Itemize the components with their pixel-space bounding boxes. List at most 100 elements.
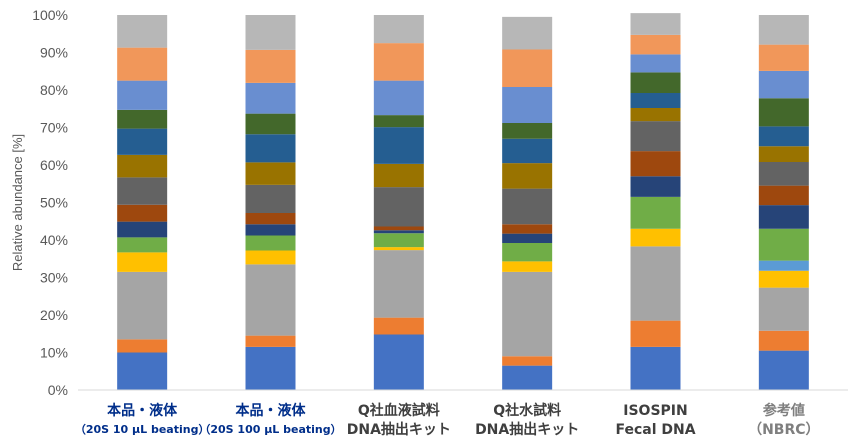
- bar-segment: [502, 224, 552, 233]
- category-label-line1: Q社血液試料: [358, 402, 440, 419]
- y-tick-label: 80%: [40, 82, 68, 98]
- bar-segment: [246, 213, 296, 224]
- y-tick-label: 90%: [40, 45, 68, 61]
- category-label-line1: Q社水試料: [493, 402, 561, 419]
- y-tick-label: 70%: [40, 120, 68, 136]
- bar-segment: [117, 222, 167, 238]
- bar-segment: [631, 347, 681, 390]
- bar-segment: [631, 121, 681, 151]
- bar-segment: [631, 229, 681, 247]
- bar-segment: [759, 229, 809, 261]
- bar-segment: [502, 356, 552, 365]
- bar-segment: [631, 151, 681, 176]
- bar-segment: [246, 264, 296, 335]
- bar-segment: [759, 45, 809, 71]
- y-tick-label: 0%: [48, 382, 68, 398]
- bar-segment: [246, 224, 296, 235]
- bar-segment: [117, 339, 167, 352]
- bar-segment: [246, 114, 296, 135]
- bar-segment: [374, 15, 424, 43]
- bar-segment: [246, 15, 296, 50]
- bar-segment: [759, 162, 809, 186]
- bar-segment: [374, 43, 424, 81]
- bar-segment: [502, 243, 552, 261]
- bar-segment: [631, 72, 681, 93]
- bar-segment: [631, 176, 681, 197]
- bar-segment: [117, 15, 167, 48]
- bar-segment: [502, 261, 552, 272]
- bar-segment: [759, 331, 809, 351]
- bar-segment: [759, 15, 809, 45]
- bar-segment: [502, 139, 552, 163]
- category-label-line2: DNA抽出キット: [475, 421, 579, 438]
- bar-segment: [374, 335, 424, 391]
- category-label-line1: ISOSPIN: [623, 403, 687, 419]
- bar-segment: [759, 126, 809, 146]
- bar-segment: [117, 272, 167, 340]
- bar-segment: [374, 187, 424, 226]
- category-label-line2: （20S 100 µL beating）: [199, 423, 341, 436]
- bar-segment: [759, 351, 809, 390]
- bar-segment: [759, 261, 809, 271]
- bar-segment: [246, 50, 296, 83]
- bar-segment: [631, 13, 681, 35]
- bar-segment: [374, 247, 424, 250]
- y-tick-label: 30%: [40, 270, 68, 286]
- bar-segment: [759, 288, 809, 331]
- bar-segment: [374, 127, 424, 164]
- bar-segment: [374, 318, 424, 335]
- bar-segment: [246, 236, 296, 251]
- bar-segment: [374, 233, 424, 247]
- bar-segment: [374, 115, 424, 127]
- bar-segment: [759, 98, 809, 126]
- bar-segment: [246, 134, 296, 162]
- bar-segment: [631, 321, 681, 347]
- bar-segment: [759, 271, 809, 288]
- bar-segment: [759, 71, 809, 98]
- bar-segment: [374, 81, 424, 116]
- bar-segment: [117, 177, 167, 204]
- category-label-line2: （NBRC）: [748, 422, 819, 438]
- bar-segment: [759, 186, 809, 206]
- y-tick-label: 60%: [40, 157, 68, 173]
- bar-segment: [374, 250, 424, 318]
- bar-segment: [374, 230, 424, 233]
- bar-segment: [117, 252, 167, 272]
- bar-segment: [759, 146, 809, 162]
- category-label-line2: DNA抽出キット: [347, 421, 451, 438]
- bar-segment: [246, 162, 296, 185]
- bar-segment: [631, 35, 681, 55]
- y-axis-label: Relative abundance [%]: [10, 134, 25, 271]
- category-label-line2: Fecal DNA: [615, 422, 695, 438]
- category-label-line1: 参考値: [763, 402, 805, 419]
- bar-segment: [502, 272, 552, 356]
- bar-segment: [502, 189, 552, 225]
- bar-segment: [502, 234, 552, 243]
- bar-segment: [246, 251, 296, 265]
- bar-segment: [117, 129, 167, 155]
- bar-segment: [502, 87, 552, 123]
- bar-segment: [502, 50, 552, 88]
- bar-segment: [502, 366, 552, 390]
- bar-segment: [631, 54, 681, 72]
- bar-segment: [246, 83, 296, 114]
- y-tick-label: 20%: [40, 307, 68, 323]
- y-tick-label: 100%: [32, 7, 68, 23]
- bar-segment: [117, 353, 167, 391]
- bar-segment: [117, 205, 167, 222]
- bar-segment: [117, 81, 167, 110]
- category-label-line1: 本品・液体: [236, 402, 307, 419]
- bar-segment: [117, 155, 167, 178]
- y-tick-label: 40%: [40, 232, 68, 248]
- bar-segment: [246, 347, 296, 390]
- bar-segment: [502, 123, 552, 139]
- bar-segment: [631, 246, 681, 320]
- y-tick-label: 50%: [40, 195, 68, 211]
- bar-segment: [502, 17, 552, 50]
- bar-segment: [246, 185, 296, 213]
- bar-segment: [631, 197, 681, 229]
- bar-segment: [631, 93, 681, 108]
- category-label-line2: （20S 10 µL beating）: [75, 423, 210, 436]
